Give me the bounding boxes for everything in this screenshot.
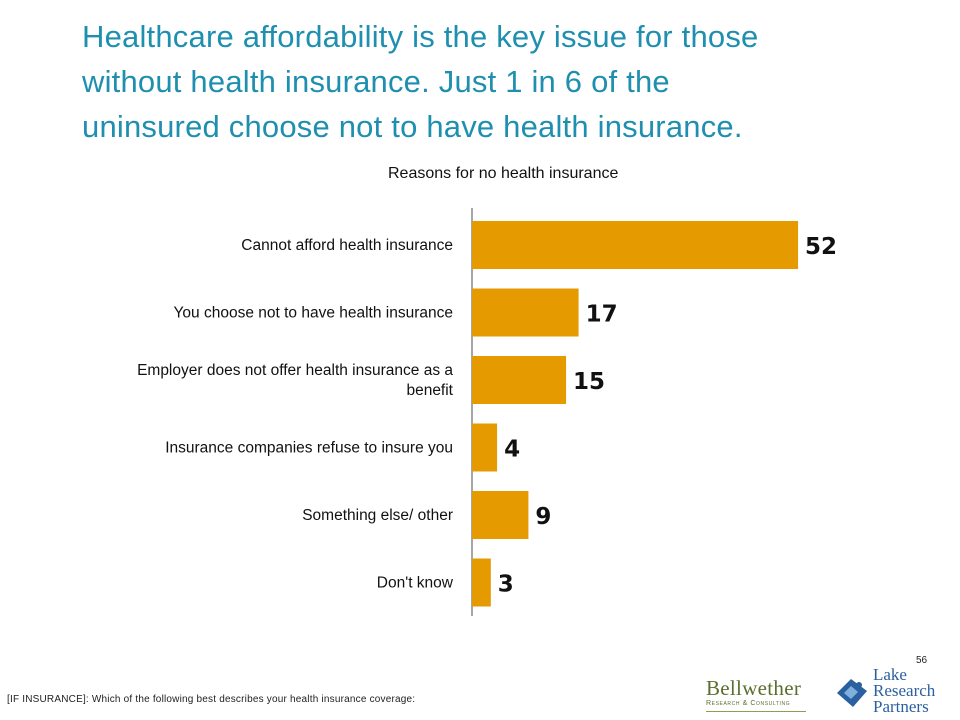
slide-title: Healthcare affordability is the key issu…: [82, 14, 882, 149]
bar-3: [472, 423, 498, 472]
bellwether-logo-rule: [706, 711, 806, 712]
title-line-1: Healthcare affordability is the key issu…: [82, 19, 759, 54]
page-number: 56: [916, 655, 928, 666]
category-label-2-line-1: benefit: [406, 382, 453, 399]
bellwether-logo-subtitle: Research & Consulting: [706, 700, 791, 707]
category-label-2-line-0: Employer does not offer health insurance…: [137, 362, 453, 379]
bar-value-label-1: 17: [586, 302, 618, 328]
category-label-4: Something else/ other: [302, 507, 453, 524]
bar-value-label-4: 9: [535, 504, 551, 530]
title-line-3: uninsured choose not to have health insu…: [82, 109, 743, 144]
bar-value-label-0: 52: [805, 234, 837, 260]
category-label-3: Insurance companies refuse to insure you: [165, 440, 453, 457]
bellwether-logo: Bellwether Research & Consulting: [706, 676, 812, 712]
lake-research-logo: Lake Research Partners: [833, 665, 953, 717]
bar-4: [472, 491, 529, 539]
question-footnote: [IF INSURANCE]: Which of the following b…: [7, 694, 416, 705]
lake-research-logo-text: Lake Research Partners: [873, 665, 936, 716]
lake-logo-line-3: Partners: [873, 697, 929, 716]
title-line-2: without health insurance. Just 1 in 6 of…: [82, 64, 670, 99]
bar-2: [472, 356, 567, 404]
bar-5: [472, 558, 491, 607]
lake-logo-line-1: Lake: [873, 665, 907, 684]
puzzle-icon: [837, 679, 867, 707]
bar-value-label-2: 15: [573, 369, 605, 395]
bar-value-label-5: 3: [498, 572, 514, 598]
chart-title: Reasons for no health insurance: [388, 165, 619, 182]
lake-logo-line-2: Research: [873, 681, 936, 700]
bar-0: [472, 221, 799, 269]
bar-1: [472, 288, 579, 337]
category-label-0: Cannot afford health insurance: [241, 237, 453, 254]
category-label-5: Don't know: [377, 575, 454, 592]
bar-value-label-3: 4: [504, 437, 520, 463]
category-label-1: You choose not to have health insurance: [174, 305, 454, 322]
bellwether-logo-name: Bellwether: [706, 676, 802, 700]
